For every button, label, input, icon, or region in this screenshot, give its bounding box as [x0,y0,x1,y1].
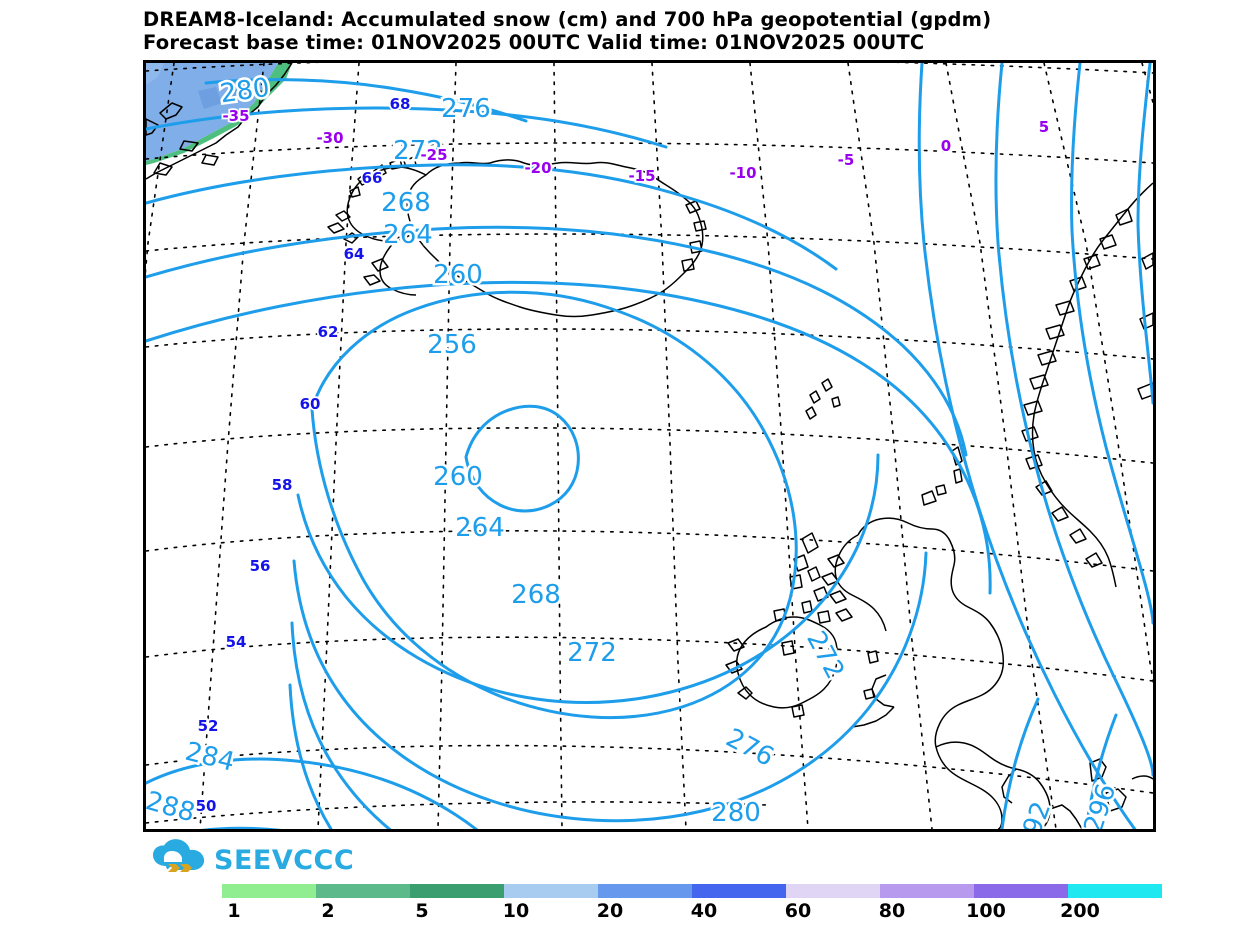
longitude-labels: -35 -30 -25 -20 -15 -10 -5 0 5 [221,105,1051,187]
arrow-icon [168,864,192,872]
contour-label-292: 292 [1012,798,1057,829]
coastlines-layer [146,63,1153,829]
lon-label-0: 0 [941,137,951,155]
colorbar-tick: 1 [227,900,241,922]
seevccc-logo: SEEVCCC [148,838,378,878]
geopotential-contours [146,63,1153,829]
logo-svg: SEEVCCC [153,839,354,876]
lon-label-m15: -15 [628,167,655,185]
lon-label-m25: -25 [420,146,447,164]
contour-labels: 280 276 272 268 264 260 256 260 264 268 … [146,70,1125,829]
contour-label-260: 260 [433,260,483,290]
title-line-1: DREAM8-Iceland: Accumulated snow (cm) an… [143,8,992,31]
title-line-2: Forecast base time: 01NOV2025 00UTC Vali… [143,31,925,54]
contour-label-268b: 268 [511,580,561,610]
colorbar-tick: 60 [784,900,812,922]
contour-label-280: 280 [218,73,271,110]
contour-label-272: 272 [393,136,443,166]
lon-label-m30: -30 [316,129,343,147]
colorbar-segment [1068,884,1162,898]
colorbar-segment [222,884,316,898]
contour-label-284: 284 [182,737,237,778]
colorbar-tick: 200 [1060,900,1100,922]
contour-label-260b: 260 [433,462,483,492]
lat-label-62: 62 [318,323,339,341]
snow-fill-layer [146,63,292,165]
colorbar-segment [974,884,1068,898]
graticule-latitudes [146,63,1153,824]
contour-label-268: 268 [381,188,431,218]
logo-text: SEEVCCC [214,845,354,876]
colorbar-segment [598,884,692,898]
lat-label-56: 56 [250,557,271,575]
lon-label-m20: -20 [524,159,551,177]
cloud-icon [153,839,205,871]
lon-label-m5: -5 [838,151,855,169]
colorbar-segment [504,884,598,898]
contour-label-276: 276 [441,94,491,124]
lon-label-m10: -10 [729,164,756,182]
lat-label-50: 50 [196,797,217,815]
lon-label-5: 5 [1039,118,1049,136]
contour-label-272b: 272 [567,638,617,668]
colorbar-tick: 80 [878,900,906,922]
contour-label-280b: 280 [711,798,761,828]
colorbar-gradient [222,884,1162,898]
colorbar-tick: 100 [966,900,1006,922]
contour-label-288: 288 [146,786,198,829]
contour-label-256: 256 [427,330,477,360]
contour-label-264: 264 [383,220,433,250]
map-frame: 280 276 272 268 264 260 256 260 264 268 … [143,60,1156,832]
colorbar-tick: 40 [690,900,718,922]
contour-label-272c: 272 [800,626,850,684]
chart-title-block: DREAM8-Iceland: Accumulated snow (cm) an… [143,8,1243,54]
map-canvas: 280 276 272 268 264 260 256 260 264 268 … [146,63,1153,829]
colorbar-segment [880,884,974,898]
contour-label-296: 296 [1078,780,1122,829]
lat-label-64: 64 [344,245,365,263]
lat-label-52: 52 [198,717,219,735]
lat-label-66: 66 [362,169,383,187]
contour-label-264b: 264 [455,513,505,543]
lon-label-m35: -35 [222,107,249,125]
colorbar-segment [786,884,880,898]
colorbar-tick: 5 [415,900,429,922]
colorbar-segment [410,884,504,898]
lat-label-68: 68 [390,95,411,113]
colorbar-segment [692,884,786,898]
colorbar-tick: 2 [321,900,335,922]
contour-label-276b: 276 [721,723,779,773]
lat-label-58: 58 [272,476,293,494]
colorbar-tick: 20 [596,900,624,922]
colorbar-tick: 10 [502,900,530,922]
colorbar-tick-labels: 1 2 5 10 20 40 60 80 100 200 [222,900,1162,922]
lat-label-60: 60 [300,395,321,413]
lat-label-54: 54 [226,633,247,651]
snow-colorbar: 1 2 5 10 20 40 60 80 100 200 [222,884,1162,922]
latitude-labels: 68 66 64 62 60 58 56 54 52 50 [194,93,412,817]
colorbar-segment [316,884,410,898]
